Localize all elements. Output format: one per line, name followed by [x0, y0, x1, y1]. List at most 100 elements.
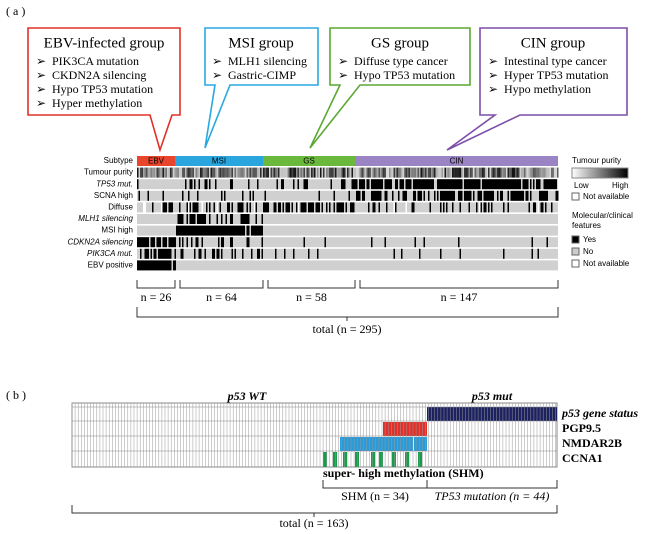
cell: [534, 202, 536, 213]
purity-cell: [519, 167, 521, 178]
purity-cell: [380, 167, 382, 178]
cell: [429, 202, 431, 213]
cell: [216, 248, 218, 259]
purity-cell: [434, 167, 436, 178]
cell: [491, 202, 493, 213]
cell: [444, 179, 446, 190]
cell: [206, 179, 208, 190]
purity-cell: [495, 167, 497, 178]
cell: [474, 179, 476, 190]
cell: [333, 202, 335, 213]
purity-cell: [462, 167, 464, 178]
cell: [147, 260, 149, 271]
cell: [233, 225, 235, 236]
purity-cell: [278, 167, 280, 178]
cell: [447, 190, 449, 201]
cell: [150, 248, 152, 259]
purity-cell: [194, 167, 196, 178]
purity-cell: [411, 167, 413, 178]
cell: [380, 190, 382, 201]
purity-cell: [233, 167, 235, 178]
cell: [203, 225, 205, 236]
purity-cell: [203, 167, 205, 178]
legend-text: High: [612, 181, 628, 190]
cell: [219, 202, 221, 213]
purity-cell: [402, 167, 404, 178]
purity-cell: [275, 167, 277, 178]
cell: [548, 179, 550, 190]
purity-cell: [353, 167, 355, 178]
purity-cell: [216, 167, 218, 178]
cell: [189, 202, 191, 213]
purity-cell: [224, 167, 226, 178]
cell: [440, 179, 442, 190]
cell: [201, 214, 203, 224]
cell: [228, 225, 230, 236]
cell: [464, 179, 466, 190]
cell: [393, 248, 395, 259]
row-label: PIK3CA mut.: [87, 249, 133, 258]
purity-cell: [182, 167, 184, 178]
row-bg: [137, 237, 558, 248]
cell: [330, 179, 332, 190]
cell: [366, 179, 368, 190]
cell: [501, 190, 503, 201]
cell: [386, 202, 388, 213]
cell: [185, 225, 187, 236]
purity-cell: [315, 167, 317, 178]
purity-cell: [555, 167, 557, 178]
cell: [206, 202, 208, 213]
cell: [204, 225, 206, 236]
row-label: CDKN2A silencing: [67, 237, 133, 246]
cell: [230, 179, 232, 190]
bullet: ➢: [338, 68, 348, 82]
purity-cell: [479, 167, 481, 178]
bullet: ➢: [36, 68, 46, 82]
purity-cell: [173, 167, 175, 178]
cell: [164, 260, 166, 271]
cell: [231, 214, 233, 224]
purity-cell: [357, 167, 359, 178]
cell: [450, 190, 452, 201]
cell: [243, 214, 245, 224]
group-title: CIN group: [521, 35, 586, 51]
purity-cell: [524, 167, 526, 178]
cell: [312, 202, 314, 213]
cell: [429, 179, 431, 190]
cell: [170, 248, 172, 259]
purity-cell: [170, 167, 172, 178]
cell: [288, 202, 290, 213]
cell: [407, 179, 409, 190]
legend-title: features: [572, 221, 601, 230]
group-item: Hypo TP53 mutation: [354, 68, 455, 82]
cell: [279, 202, 281, 213]
cell: [437, 179, 439, 190]
purity-cell: [171, 167, 173, 178]
purity-cell: [366, 167, 368, 178]
purity-cell: [218, 167, 220, 178]
cell: [240, 214, 242, 224]
cell: [357, 190, 359, 201]
purity-cell: [215, 167, 217, 178]
subtype-label: CIN: [450, 157, 464, 166]
cell: [155, 260, 157, 271]
cell: [510, 179, 512, 190]
purity-cell: [305, 167, 307, 178]
cell: [278, 202, 280, 213]
group-item: Diffuse type cancer: [354, 54, 448, 68]
cell: [546, 237, 548, 248]
purity-cell: [476, 167, 478, 178]
cell: [395, 179, 397, 190]
purity-cell: [545, 167, 547, 178]
cell: [359, 179, 361, 190]
cell: [296, 202, 298, 213]
cell: [420, 179, 422, 190]
bullet: ➢: [488, 68, 498, 82]
row-label: Tumour purity: [84, 168, 133, 177]
cell: [189, 214, 191, 224]
purity-cell: [306, 167, 308, 178]
cell: [528, 202, 530, 213]
purity-cell: [300, 167, 302, 178]
cell: [246, 237, 248, 248]
legend-swatch: [571, 259, 580, 268]
